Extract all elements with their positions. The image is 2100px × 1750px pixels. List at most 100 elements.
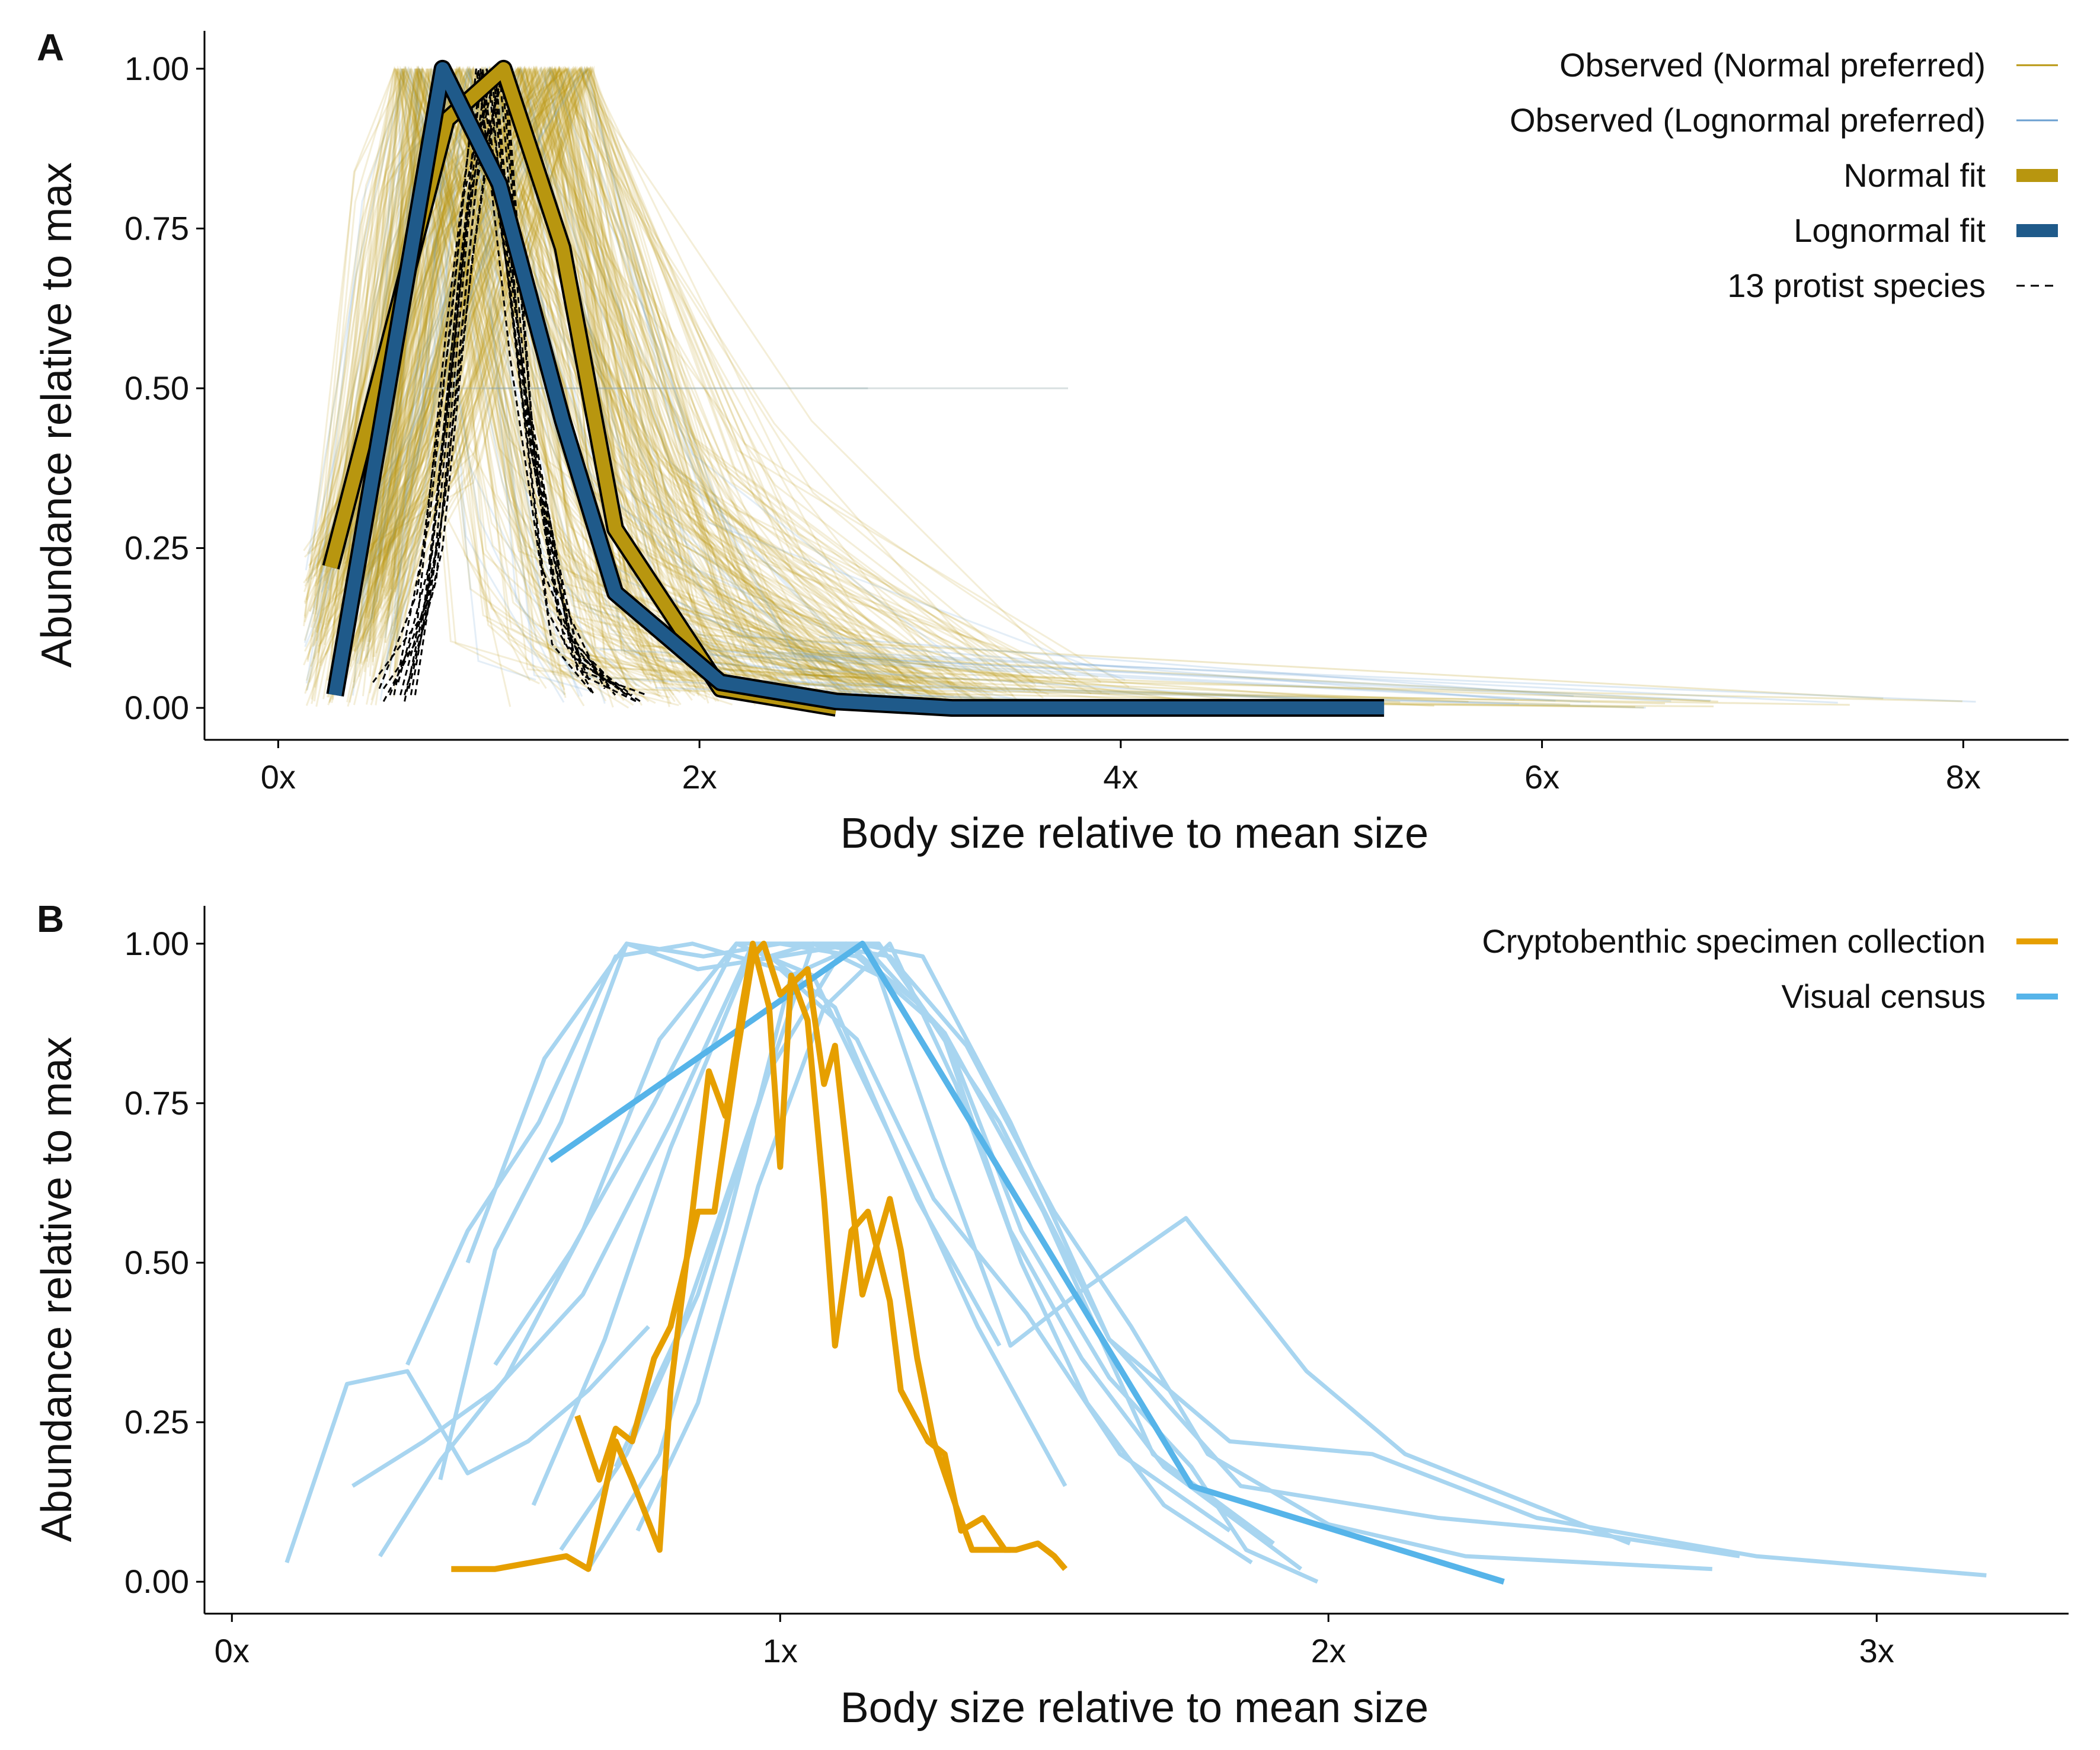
observed-curve <box>325 66 949 705</box>
visual-census-highlight-line <box>548 940 1505 1585</box>
observed-tail-curve <box>765 680 1646 709</box>
observed-curve <box>377 68 947 699</box>
observed-curve <box>332 66 889 694</box>
observed-curve <box>349 66 752 703</box>
observed-curve <box>317 68 625 701</box>
observed-curve <box>326 68 793 708</box>
observed-curve <box>354 65 820 684</box>
observed-curve <box>375 65 950 684</box>
observed-curve <box>327 65 774 682</box>
observed-curve <box>367 68 578 679</box>
observed-tail-curve <box>819 636 1574 697</box>
observed-curve <box>343 66 756 706</box>
panel-a-legend-thick-gold-label: Normal fit <box>1843 157 1986 194</box>
observed-curve <box>344 66 977 702</box>
observed-curve <box>343 66 676 702</box>
observed-curve <box>341 66 905 692</box>
observed-curve <box>359 68 820 679</box>
observed-curve <box>315 65 666 681</box>
observed-curve <box>340 68 819 679</box>
observed-curve <box>312 66 810 686</box>
observed-tail-curve <box>803 654 1711 702</box>
observed-curve <box>375 68 795 705</box>
observed-curve <box>305 66 971 695</box>
observed-curve <box>388 68 564 688</box>
observed-curve <box>345 66 860 690</box>
observed-curve <box>349 66 873 678</box>
observed-curve <box>328 67 1037 686</box>
observed-curve <box>365 67 1076 705</box>
visual-census-line <box>559 941 1987 1577</box>
observed-curve <box>379 68 725 690</box>
observed-curve <box>341 66 1110 695</box>
observed-curve <box>378 66 1127 701</box>
observed-curve <box>308 68 664 700</box>
panel-b-y-axis-title: Abundance relative to max <box>33 1037 81 1543</box>
panel-a-x-tick-label: 0x <box>261 758 296 796</box>
observed-curve <box>362 65 907 699</box>
observed-curve <box>343 68 742 677</box>
visual-census-line <box>405 941 1231 1532</box>
observed-tail-curve <box>744 644 1232 701</box>
observed-curve <box>314 65 881 694</box>
observed-curve <box>348 65 885 685</box>
observed-curve <box>309 66 801 705</box>
observed-curve <box>366 68 580 697</box>
panel-b-tag: B <box>37 898 64 940</box>
observed-curve <box>391 65 993 701</box>
observed-curve <box>328 67 893 698</box>
panel-b-x-tick-label: 1x <box>763 1632 798 1669</box>
panel-a-y-tick-label: 0.00 <box>124 689 189 726</box>
observed-curve <box>377 66 955 678</box>
panel-b-x-tick-label: 3x <box>1859 1632 1894 1669</box>
observed-curve <box>347 65 678 707</box>
observed-curve <box>353 66 811 685</box>
observed-curve <box>322 66 932 688</box>
observed-curve <box>395 68 916 691</box>
observed-curve <box>369 66 992 689</box>
observed-curve <box>320 68 540 685</box>
panel-b-legend: Cryptobenthic specimen collection Visual … <box>1482 922 2058 1015</box>
observed-curve <box>367 68 593 680</box>
observed-curve <box>357 68 993 695</box>
panel-a-x-tick-label: 8x <box>1946 758 1981 796</box>
panel-b-y-tick-label: 0.00 <box>124 1563 189 1600</box>
observed-curve <box>344 65 858 690</box>
panel-a-tag: A <box>37 26 64 69</box>
observed-curve <box>392 68 617 700</box>
observed-curve <box>359 68 855 700</box>
observed-curve <box>352 66 1058 709</box>
panel-a-legend-thin-gold-label: Observed (Normal preferred) <box>1559 46 1986 84</box>
observed-curve <box>374 66 982 692</box>
observed-curve <box>375 66 1022 705</box>
observed-tail-curve <box>763 673 1962 702</box>
observed-curve <box>382 66 727 677</box>
observed-curve <box>384 65 830 705</box>
observed-tail-curve <box>704 649 1671 702</box>
observed-curve <box>372 66 891 678</box>
observed-curve <box>390 68 632 691</box>
panel-b-y-tick-label: 0.50 <box>124 1244 189 1281</box>
panel-a-y-tick-label: 0.25 <box>124 529 189 567</box>
panel-b-y-tick-label: 0.75 <box>124 1084 189 1122</box>
protist-species-line <box>397 68 627 696</box>
observed-curve <box>393 68 596 678</box>
observed-curve <box>333 65 953 708</box>
panel-b-legend-blue-label: Visual census <box>1781 978 1986 1015</box>
panel-a-x-axis-title: Body size relative to mean size <box>840 810 1428 857</box>
observed-curve <box>349 68 883 702</box>
observed-curve <box>367 66 660 694</box>
observed-curve <box>385 68 918 688</box>
observed-curve <box>353 66 776 685</box>
observed-curve <box>369 68 633 699</box>
observed-curve <box>316 66 848 696</box>
visual-census-line <box>635 941 1253 1564</box>
observed-tail-curve <box>790 670 1469 703</box>
observed-curve <box>366 68 631 692</box>
visual-census-line <box>531 941 1303 1571</box>
visual-census-line <box>493 941 1712 1572</box>
visual-census-line <box>613 941 1631 1545</box>
observed-curve <box>366 68 925 700</box>
panel-b-legend-orange-label: Cryptobenthic specimen collection <box>1482 922 1986 960</box>
observed-curve <box>354 66 973 698</box>
